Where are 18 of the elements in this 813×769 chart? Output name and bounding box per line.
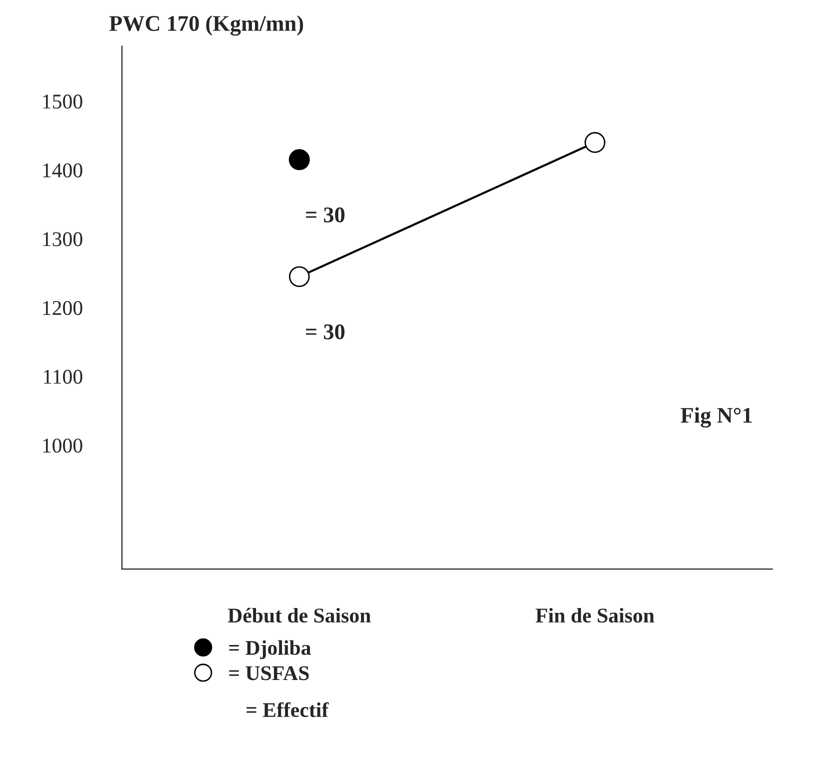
y-tick-label: 1200 bbox=[43, 300, 82, 316]
text: = Effectif bbox=[246, 702, 329, 718]
point bbox=[288, 266, 310, 288]
x-tick-label: Début de Saison bbox=[228, 608, 371, 623]
annotation: = 30 bbox=[306, 207, 344, 222]
legend-label: = USFAS bbox=[229, 666, 309, 680]
y-tick-label: 1000 bbox=[43, 438, 82, 453]
annotation: Fig N°1 bbox=[680, 407, 752, 428]
point bbox=[288, 149, 310, 170]
point bbox=[584, 132, 606, 153]
y-tick-label: 1500 bbox=[43, 94, 82, 109]
x-tick-label: Fin de Saison bbox=[536, 608, 654, 623]
legend-label: = Djoliba bbox=[229, 640, 311, 660]
y-tick-label: 1400 bbox=[43, 163, 82, 178]
y-tick-label: 1300 bbox=[43, 232, 82, 246]
y-tick-label: 1100 bbox=[44, 370, 82, 384]
annotation: = 30 bbox=[306, 324, 344, 340]
y-axis-title: PWC 170 (Kgm/mn) bbox=[109, 15, 304, 36]
